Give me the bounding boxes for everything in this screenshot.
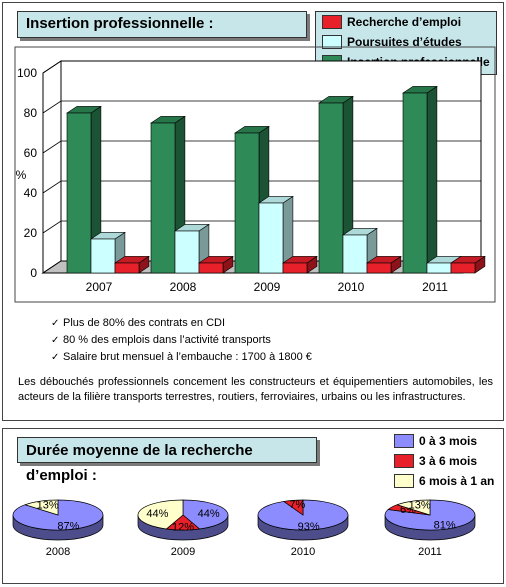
legend-label-poursuites: Poursuites d’études	[347, 35, 462, 49]
pie-year-label: 2010	[291, 546, 315, 558]
bullet-text: Salaire brut mensuel à l’embauche : 1700…	[63, 351, 312, 363]
pie-slice-label: 93%	[298, 521, 320, 533]
pie-chart-legend: 0 à 3 mois 3 à 6 mois 6 mois à 1 an	[388, 431, 503, 493]
bullet-text: 80 % des emplois dans l’activité transpo…	[63, 334, 271, 346]
pie-slice	[384, 499, 476, 531]
y-tick-label: 40	[24, 186, 38, 200]
legend-item-6-12: 6 mois à 1 an	[388, 471, 503, 491]
y-axis-label: %	[16, 168, 27, 182]
bar-side	[426, 85, 438, 274]
legend-swatch-poursuites	[322, 35, 342, 49]
insertion-panel: Insertion professionnelle : Recherche d’…	[2, 2, 504, 421]
gridline	[42, 60, 481, 74]
bar	[282, 262, 308, 274]
pie-slice-label: 13%	[37, 500, 59, 512]
bar	[342, 234, 368, 274]
legend-swatch-3-6	[394, 454, 414, 468]
bar	[402, 92, 428, 274]
bar	[258, 202, 284, 274]
bullet-item: ✓ Salaire brut mensuel à l’embauche : 170…	[51, 349, 312, 366]
pie-slice-label: 81%	[434, 519, 456, 531]
bar	[114, 262, 140, 274]
pie-slice-label: 7%	[289, 499, 305, 511]
plot-frame	[14, 46, 496, 303]
legend-swatch-recherche	[322, 15, 342, 29]
check-icon: ✓	[51, 318, 60, 329]
x-tick-label: 2009	[254, 280, 281, 294]
y-tick-label: 100	[17, 66, 37, 80]
legend-item-recherche: Recherche d’emploi	[316, 12, 496, 32]
bullet-text: Plus de 80% des contrats en CDI	[63, 317, 226, 329]
check-icon: ✓	[51, 352, 60, 363]
bar	[198, 262, 224, 274]
pie-slice-label: 6%	[400, 504, 416, 516]
pie-slice-label: 44%	[198, 508, 220, 520]
legend-swatch-6-12	[394, 474, 414, 488]
pie-slice	[182, 499, 229, 530]
x-tick-label: 2011	[422, 280, 448, 294]
x-tick-label: 2007	[86, 280, 113, 294]
pie-slice-label: 12%	[172, 521, 194, 533]
bar	[150, 122, 176, 274]
legend-label-6-12: 6 mois à 1 an	[419, 474, 495, 488]
check-icon: ✓	[51, 335, 60, 346]
y-tick-label: 20	[24, 226, 38, 240]
bar	[450, 262, 476, 274]
legend-label-0-3: 0 à 3 mois	[419, 434, 478, 448]
pie-year-label: 2008	[46, 546, 70, 558]
legend-label-3-6: 3 à 6 mois	[419, 454, 478, 468]
pie-slice	[282, 499, 304, 516]
pie-charts: 87%13%200844%12%44%200993%7%201081%6%13%…	[12, 499, 476, 558]
insertion-title: Insertion professionnelle :	[17, 11, 307, 38]
bar	[90, 238, 116, 274]
bar	[426, 262, 452, 274]
y-tick-label: 80	[24, 106, 38, 120]
duree-title: Durée moyenne de la recherche d’emploi :	[17, 437, 317, 484]
x-tick-label: 2010	[338, 280, 365, 294]
debouches-paragraph: Les débouchés professionnels concement l…	[18, 376, 493, 403]
bar	[66, 112, 92, 274]
bar-chart: 0 20 40 60 80 100% 2007 2008 2009 2010 2011	[14, 46, 496, 303]
pie-slice	[137, 499, 184, 530]
pie-slice-label: 87%	[57, 520, 79, 532]
bar	[318, 102, 344, 274]
bullet-list: ✓ Plus de 80% des contrats en CDI ✓ 80 % d…	[51, 315, 312, 366]
y-tick-label: 60	[24, 146, 38, 160]
bullet-item: ✓ Plus de 80% des contrats en CDI	[51, 315, 312, 332]
bar	[366, 262, 392, 274]
pie-slice	[396, 499, 431, 516]
y-tick-label: 0	[30, 266, 37, 280]
pie-year-label: 2009	[171, 546, 195, 558]
bullet-item: ✓ 80 % des emplois dans l’activité transp…	[51, 332, 312, 349]
bar	[234, 132, 260, 274]
legend-label-recherche: Recherche d’emploi	[347, 15, 462, 29]
legend-item-3-6: 3 à 6 mois	[388, 451, 503, 471]
side-wall	[42, 60, 62, 274]
pie-slice	[24, 499, 59, 516]
legend-item-poursuites: Poursuites d’études	[316, 32, 496, 52]
duree-panel: Durée moyenne de la recherche d’emploi :…	[2, 428, 504, 584]
pie-slice-label: 13%	[409, 500, 431, 512]
legend-swatch-0-3	[394, 434, 414, 448]
pie-slice-label: 44%	[146, 508, 168, 520]
legend-item-0-3: 0 à 3 mois	[388, 431, 503, 451]
bar	[174, 230, 200, 274]
x-tick-label: 2008	[170, 280, 197, 294]
pie-year-label: 2011	[418, 546, 442, 558]
